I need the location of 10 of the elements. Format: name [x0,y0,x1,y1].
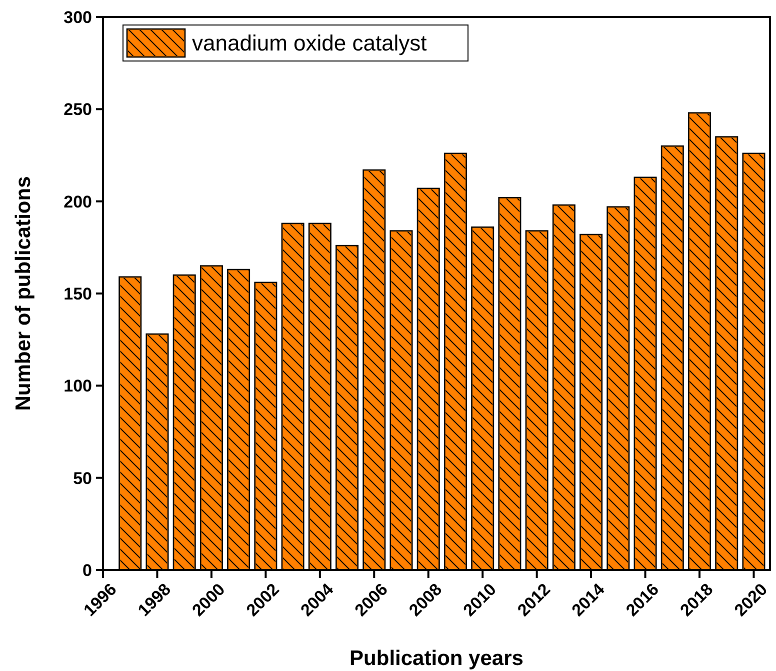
y-tick-label: 100 [64,376,92,396]
y-tick-label: 250 [64,100,92,120]
y-axis-title: Number of publications [12,176,35,411]
legend-label: vanadium oxide catalyst [192,30,427,56]
y-tick-label: 200 [64,192,92,212]
y-tick-label: 50 [73,468,92,488]
x-axis-title: Publication years [350,647,524,670]
y-tick-label: 0 [82,560,92,580]
y-tick-label: 300 [64,8,92,27]
y-tick-label: 150 [64,284,92,304]
